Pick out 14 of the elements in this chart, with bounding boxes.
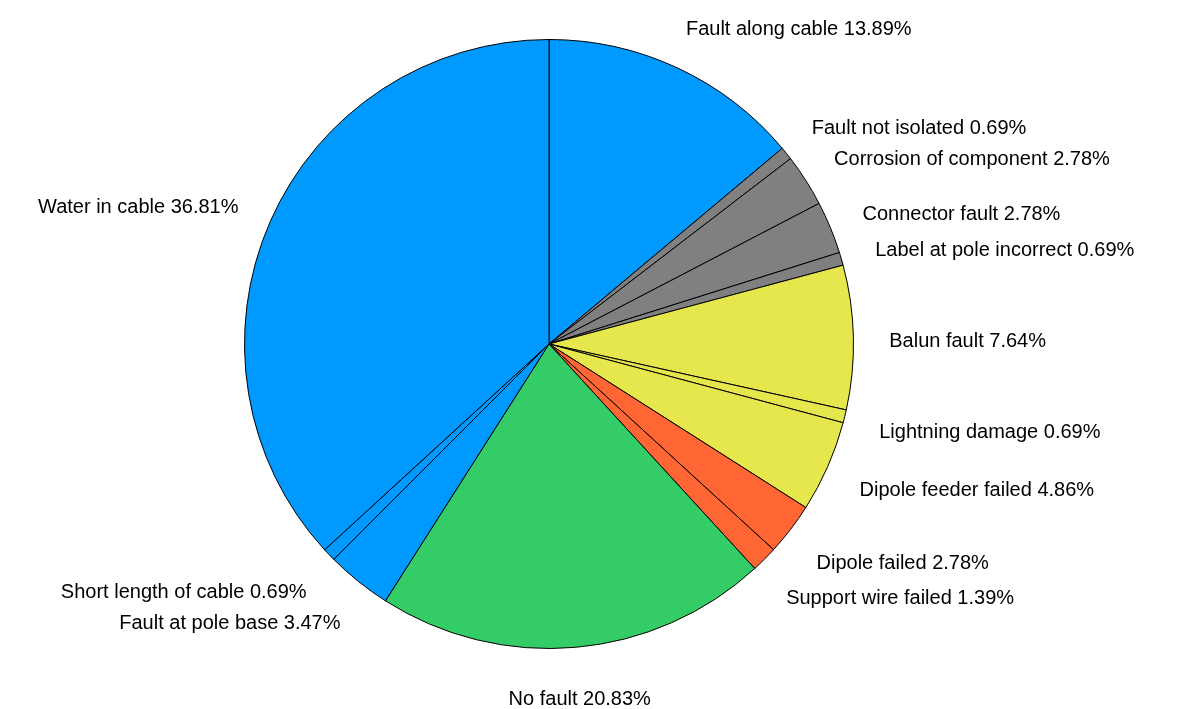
slice-label: No fault 20.83% bbox=[508, 687, 652, 709]
slice-label: Lightning damage 0.69% bbox=[879, 420, 1101, 443]
slice-label: Fault along cable 13.89% bbox=[685, 17, 912, 40]
slice-label: Water in cable 36.81% bbox=[38, 194, 239, 217]
slice-label: Connector fault 2.78% bbox=[862, 201, 1061, 224]
slice-label: Dipole failed 2.78% bbox=[816, 550, 990, 573]
slice-label: Support wire failed 1.39% bbox=[786, 585, 1015, 608]
slice-label: Fault at pole base 3.47% bbox=[119, 611, 341, 634]
slice-label: Fault not isolated 0.69% bbox=[811, 116, 1027, 138]
slice-label: Label at pole incorrect 0.69% bbox=[875, 237, 1135, 260]
slice-label: Dipole feeder failed 4.86% bbox=[859, 478, 1095, 501]
slice-label: Balun fault 7.64% bbox=[889, 328, 1047, 351]
slice-label: Corrosion of component 2.78% bbox=[834, 147, 1111, 170]
slice-label: Short length of cable 0.69% bbox=[60, 580, 307, 603]
